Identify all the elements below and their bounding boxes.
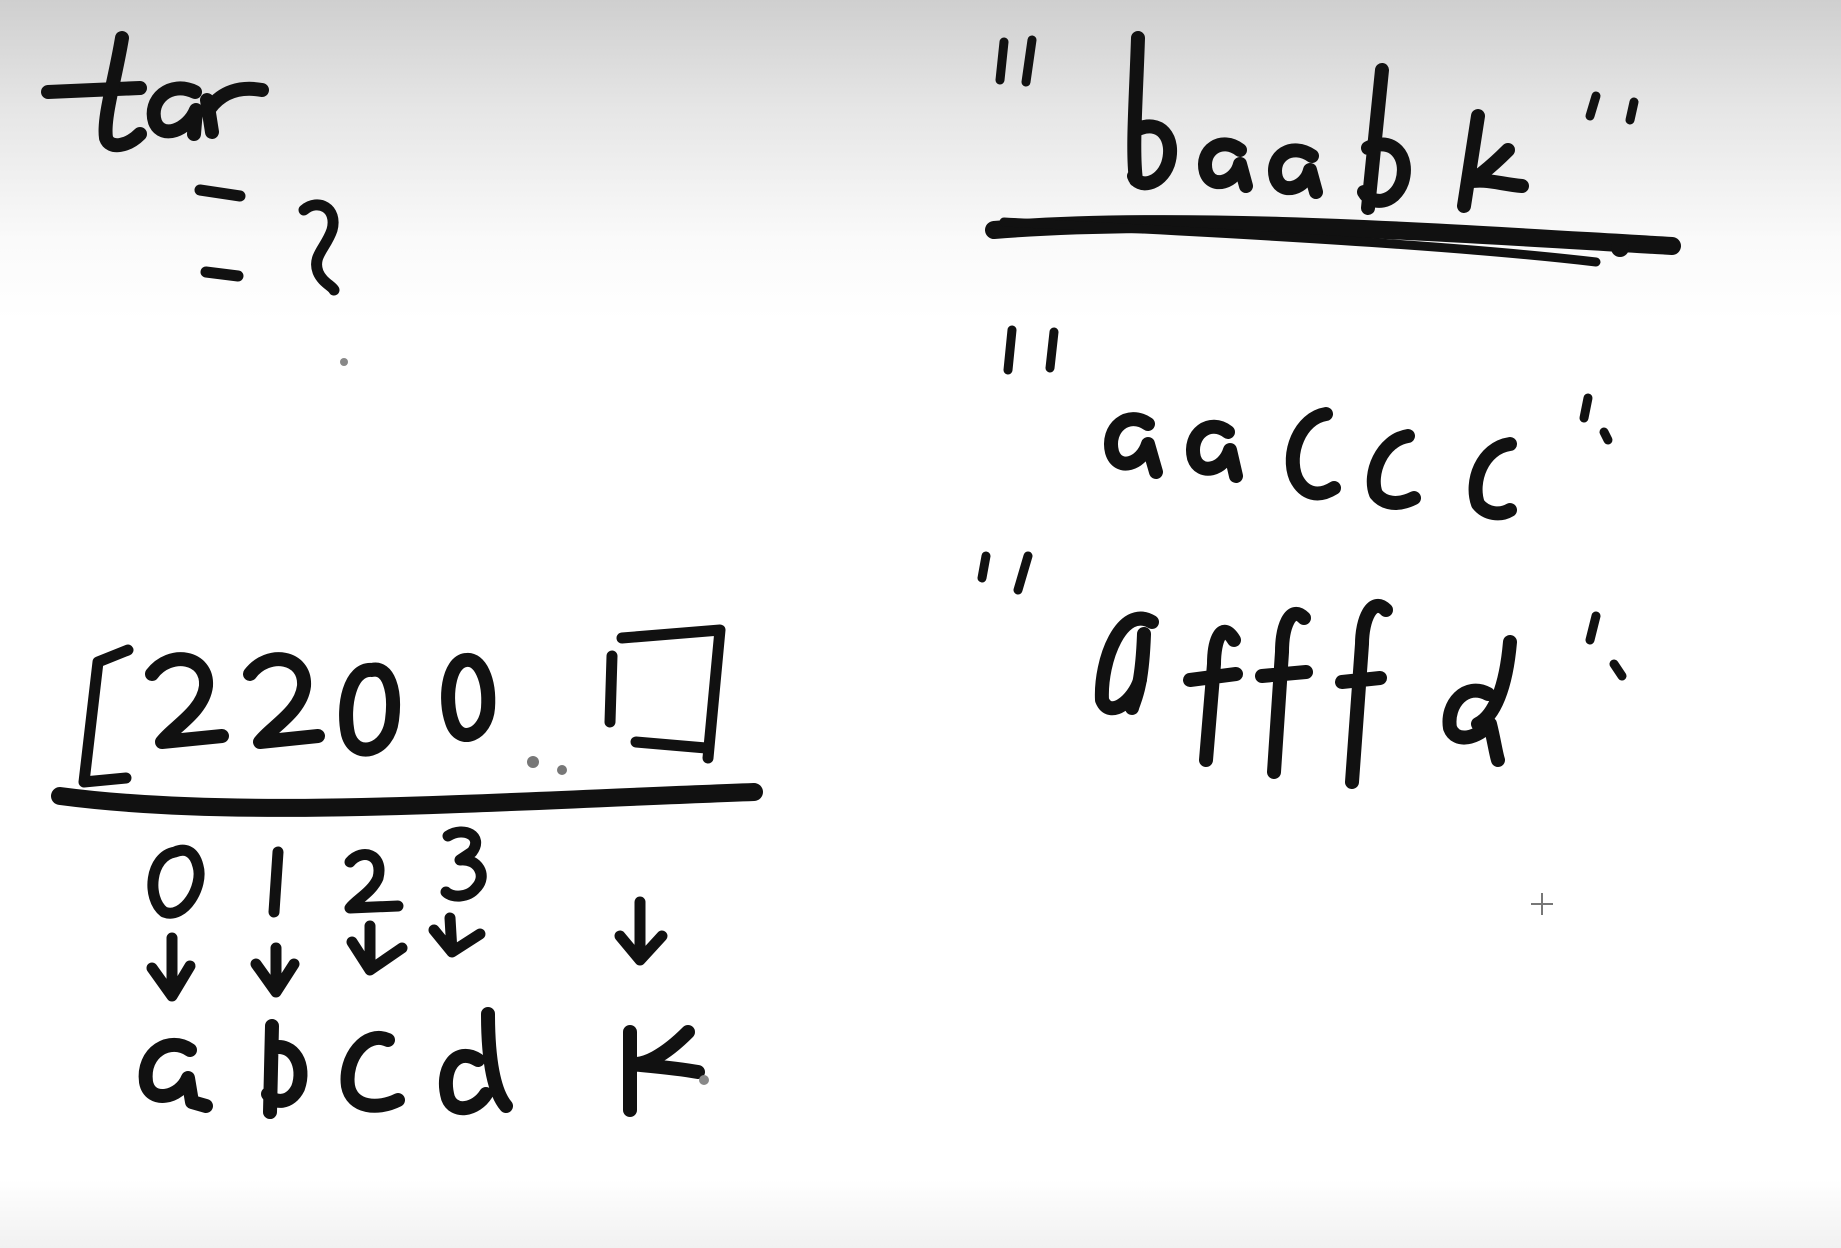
handwritten-string-aaccc: " aaccc " bbox=[1003, 325, 1613, 521]
handwritten-equals-two bbox=[194, 184, 348, 366]
crosshair-cursor-icon bbox=[1531, 893, 1553, 915]
handwritten-string-dfffd: " dfffd " bbox=[977, 551, 1627, 789]
handwritten-array: [2200 □ bbox=[51, 624, 763, 817]
handwritten-arrows bbox=[146, 896, 668, 1002]
handwritten-indices bbox=[147, 826, 487, 919]
handwritten-string-baabk: " baabk " bbox=[985, 31, 1681, 267]
handwritten-letters bbox=[138, 1007, 709, 1119]
handwritten-tar bbox=[41, 31, 269, 153]
